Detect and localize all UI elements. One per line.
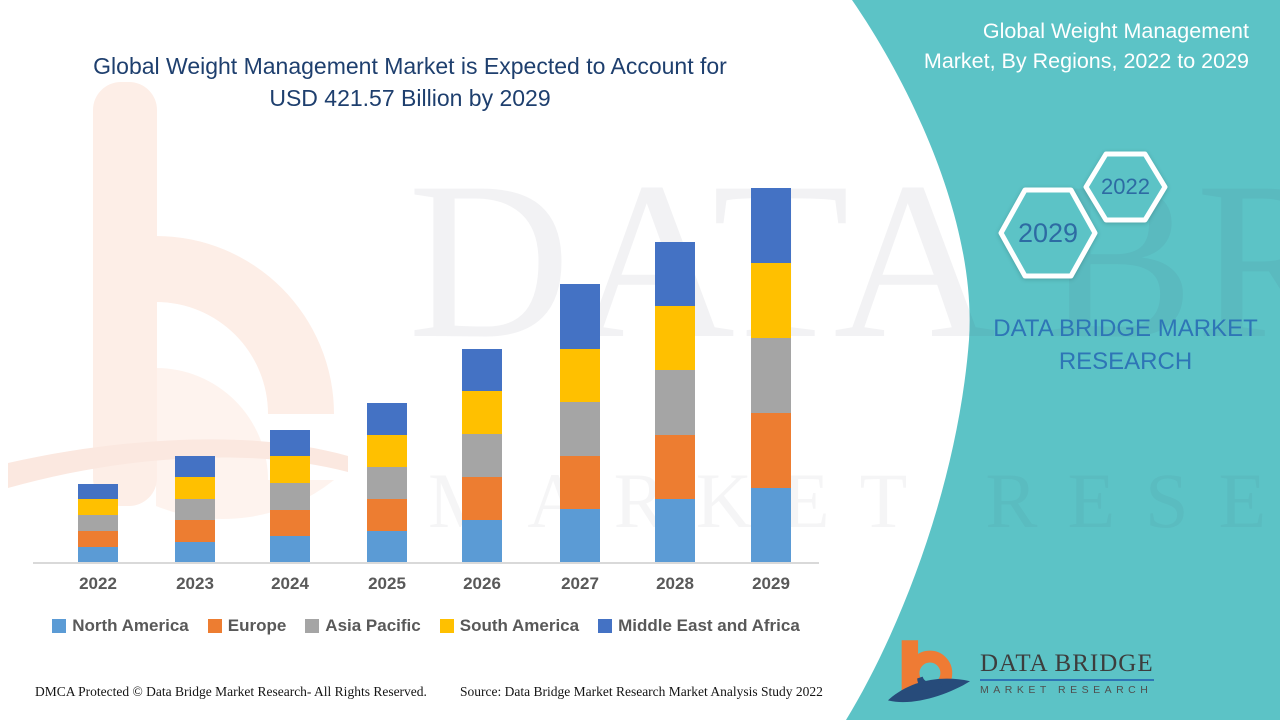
bar-segment (175, 456, 215, 478)
bar-segment (655, 306, 695, 371)
bar-segment (367, 530, 407, 563)
bar-segment (462, 520, 502, 563)
bar-2024 (270, 429, 310, 563)
page-title: Global Weight Management Market is Expec… (70, 50, 750, 114)
legend-swatch-icon (305, 619, 320, 633)
bar-segment (175, 541, 215, 563)
hexagon-outline-icon (998, 187, 1098, 279)
dmca-text: DMCA Protected © Data Bridge Market Rese… (35, 684, 427, 699)
legend-item: Middle East and Africa (598, 616, 800, 636)
bar-segment (270, 429, 310, 457)
side-panel-heading: Global Weight Management Market, By Regi… (923, 19, 1249, 73)
bar-2026 (462, 348, 502, 563)
page-title-line2: USD 421.57 Billion by 2029 (269, 85, 551, 111)
bar-segment (751, 488, 791, 563)
hexagon-outline-icon (1083, 151, 1168, 223)
bar-segment (655, 370, 695, 435)
hexagon-2022-badge: 2022 (1083, 151, 1168, 223)
bar-segment (270, 536, 310, 563)
bar-segment (655, 498, 695, 563)
legend-label: South America (459, 616, 580, 635)
data-bridge-logo-icon (888, 640, 970, 703)
bar-2027 (560, 284, 600, 563)
bar-segment (78, 515, 118, 532)
bar-segment (270, 509, 310, 537)
x-axis-tick-label: 2023 (176, 574, 214, 593)
legend-swatch-icon (207, 619, 222, 633)
x-axis-tick-label: 2025 (368, 574, 406, 593)
legend-swatch-icon (439, 619, 454, 633)
x-axis-tick-label: 2029 (752, 574, 790, 593)
bar-segment (462, 434, 502, 478)
x-axis-tick-label: 2028 (656, 574, 694, 593)
legend-swatch-icon (52, 619, 67, 633)
side-panel-brand-text: DATA BRIDGE MARKET RESEARCH (993, 315, 1258, 375)
x-axis-tick-label: 2022 (79, 574, 117, 593)
bar-segment (270, 482, 310, 510)
logo-subtitle-text: MARKET RESEARCH (980, 683, 1153, 696)
bar-segment (270, 456, 310, 483)
hexagon-2029-badge: 2029 (998, 187, 1098, 279)
x-axis-line (33, 562, 819, 564)
bar-segment (655, 434, 695, 499)
data-bridge-logo-text: DATA BRIDGE MARKET RESEARCH (980, 649, 1154, 696)
legend-label: North America (72, 616, 189, 635)
bar-segment (175, 498, 215, 521)
x-axis-tick-label: 2024 (271, 574, 309, 593)
legend-item: Asia Pacific (305, 616, 421, 636)
bar-segment (462, 348, 502, 392)
legend-label: Middle East and Africa (618, 616, 800, 635)
hexagon-2029-label: 2029 (1017, 217, 1079, 248)
bar-segment (78, 499, 118, 516)
bar-segment (560, 284, 600, 349)
legend-item: South America (439, 616, 580, 636)
bar-segment (462, 391, 502, 435)
bar-segment (367, 402, 407, 435)
page-title-line1: Global Weight Management Market is Expec… (93, 53, 727, 79)
bar-segment (367, 498, 407, 531)
bar-segment (175, 477, 215, 499)
bar-segment (560, 509, 600, 563)
bar-segment (560, 402, 600, 456)
data-bridge-logo: DATA BRIDGE MARKET RESEARCH (888, 634, 1154, 712)
bar-2023 (175, 456, 215, 563)
bar-segment (78, 547, 118, 563)
legend-item: North America (52, 616, 189, 636)
hexagon-2022-label: 2022 (1101, 174, 1150, 199)
bar-segment (751, 413, 791, 488)
bar-segment (655, 242, 695, 307)
bar-segment (560, 348, 600, 403)
market-research-text-watermark: MARKET RESEARCH (428, 457, 1280, 544)
bar-segment (175, 520, 215, 542)
bar-segment (751, 263, 791, 338)
bar-2028 (655, 242, 695, 563)
logo-divider (980, 678, 1154, 681)
logo-title-text: DATA BRIDGE (980, 649, 1154, 677)
x-axis-tick-label: 2026 (463, 574, 501, 593)
bar-segment (367, 466, 407, 499)
bar-2022 (78, 483, 118, 563)
bar-segment (78, 531, 118, 548)
bar-segment (751, 188, 791, 263)
bar-segment (560, 455, 600, 510)
bar-segment (751, 338, 791, 413)
legend-item: Europe (207, 616, 287, 636)
source-text: Source: Data Bridge Market Research Mark… (460, 684, 823, 699)
legend-label: Europe (227, 616, 287, 635)
bar-segment (78, 483, 118, 500)
chart-legend: North America Europe Asia Pacific South Ame… (28, 616, 824, 636)
bar-segment (367, 434, 407, 467)
bar-2029 (751, 188, 791, 563)
bar-segment (462, 477, 502, 521)
bar-2025 (367, 402, 407, 563)
legend-label: Asia Pacific (325, 616, 421, 635)
legend-swatch-icon (598, 619, 613, 633)
x-axis-tick-label: 2027 (561, 574, 599, 593)
